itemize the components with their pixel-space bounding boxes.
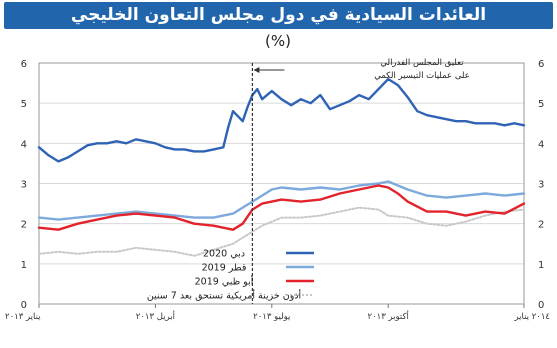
y-tick-label-left: 0 — [21, 300, 27, 311]
chart-title: العائدات السيادية في دول مجلس التعاون ال… — [70, 5, 487, 25]
y-tick-label-right: 2 — [538, 220, 544, 231]
series-line-abudhabi-2019 — [37, 184, 526, 231]
grid-layer — [39, 102, 524, 265]
series-line-us-treasury-7y — [38, 206, 525, 257]
y-tick-label-right: 3 — [538, 180, 544, 191]
y-tick-label-left: 4 — [21, 139, 27, 150]
axis-layer: 0 0 1 1 2 2 3 3 4 4 5 5 6 6 يناير ٢٠١٣ أبريل ٢٠١٣ يوليو … — [5, 59, 550, 322]
y-tick-label-right: 1 — [538, 260, 544, 271]
plot-frame — [38, 62, 525, 305]
x-tick-label: يوليو ٢٠١٣ — [253, 312, 291, 322]
series-line-dubai-2020 — [37, 77, 526, 163]
y-tick-label-left: 3 — [21, 180, 27, 191]
x-tick-label: يناير ٢٠١٣ — [5, 312, 41, 322]
title-bar: العائدات السيادية في دول مجلس التعاون ال… — [4, 2, 553, 29]
legend-label-abudhabi-2019: أبو ظبي 2019 — [195, 275, 254, 288]
y-tick-label-right: 6 — [538, 59, 544, 70]
series-layer — [37, 77, 526, 257]
annotation-text-line-2: على عمليات التيسير الكمي — [374, 71, 470, 81]
y-tick-label-right: 5 — [538, 99, 544, 110]
unit-label: (%) — [265, 32, 291, 50]
annotation-layer: تعليق المجلس الفدرالي على عمليات التيسير … — [251, 58, 470, 304]
y-tick-label-left: 5 — [21, 99, 27, 110]
chart-svg: (%) 0 0 1 1 2 2 3 3 4 4 5 5 6 6 يناير ٢٠١٣ أبريل ٢٠١٣ يو… — [5, 32, 550, 322]
legend-label-qatar-2019: قطر 2019 — [202, 263, 247, 274]
y-tick-label-right: 4 — [538, 139, 544, 150]
annotation-text-line-1: تعليق المجلس الفدرالي — [380, 58, 464, 68]
x-tick-label: أبريل ٢٠١٣ — [136, 310, 175, 322]
y-tick-label-left: 2 — [21, 220, 27, 231]
y-tick-label-left: 1 — [21, 260, 27, 271]
legend-label-us-treasury-7y: أذون خزينة أمريكية تستحق بعد 7 سنين — [147, 289, 302, 302]
x-tick-label: ٢٠١٤ يناير — [513, 312, 550, 322]
y-tick-label-right: 0 — [538, 300, 544, 311]
series-line-qatar-2019 — [37, 180, 526, 221]
legend-label-dubai-2020: دبي 2020 — [203, 249, 245, 260]
annotation-arrow-head — [253, 67, 260, 73]
y-tick-label-left: 6 — [21, 59, 27, 70]
x-tick-label: أكتوبر ٢٠١٣ — [368, 310, 409, 322]
